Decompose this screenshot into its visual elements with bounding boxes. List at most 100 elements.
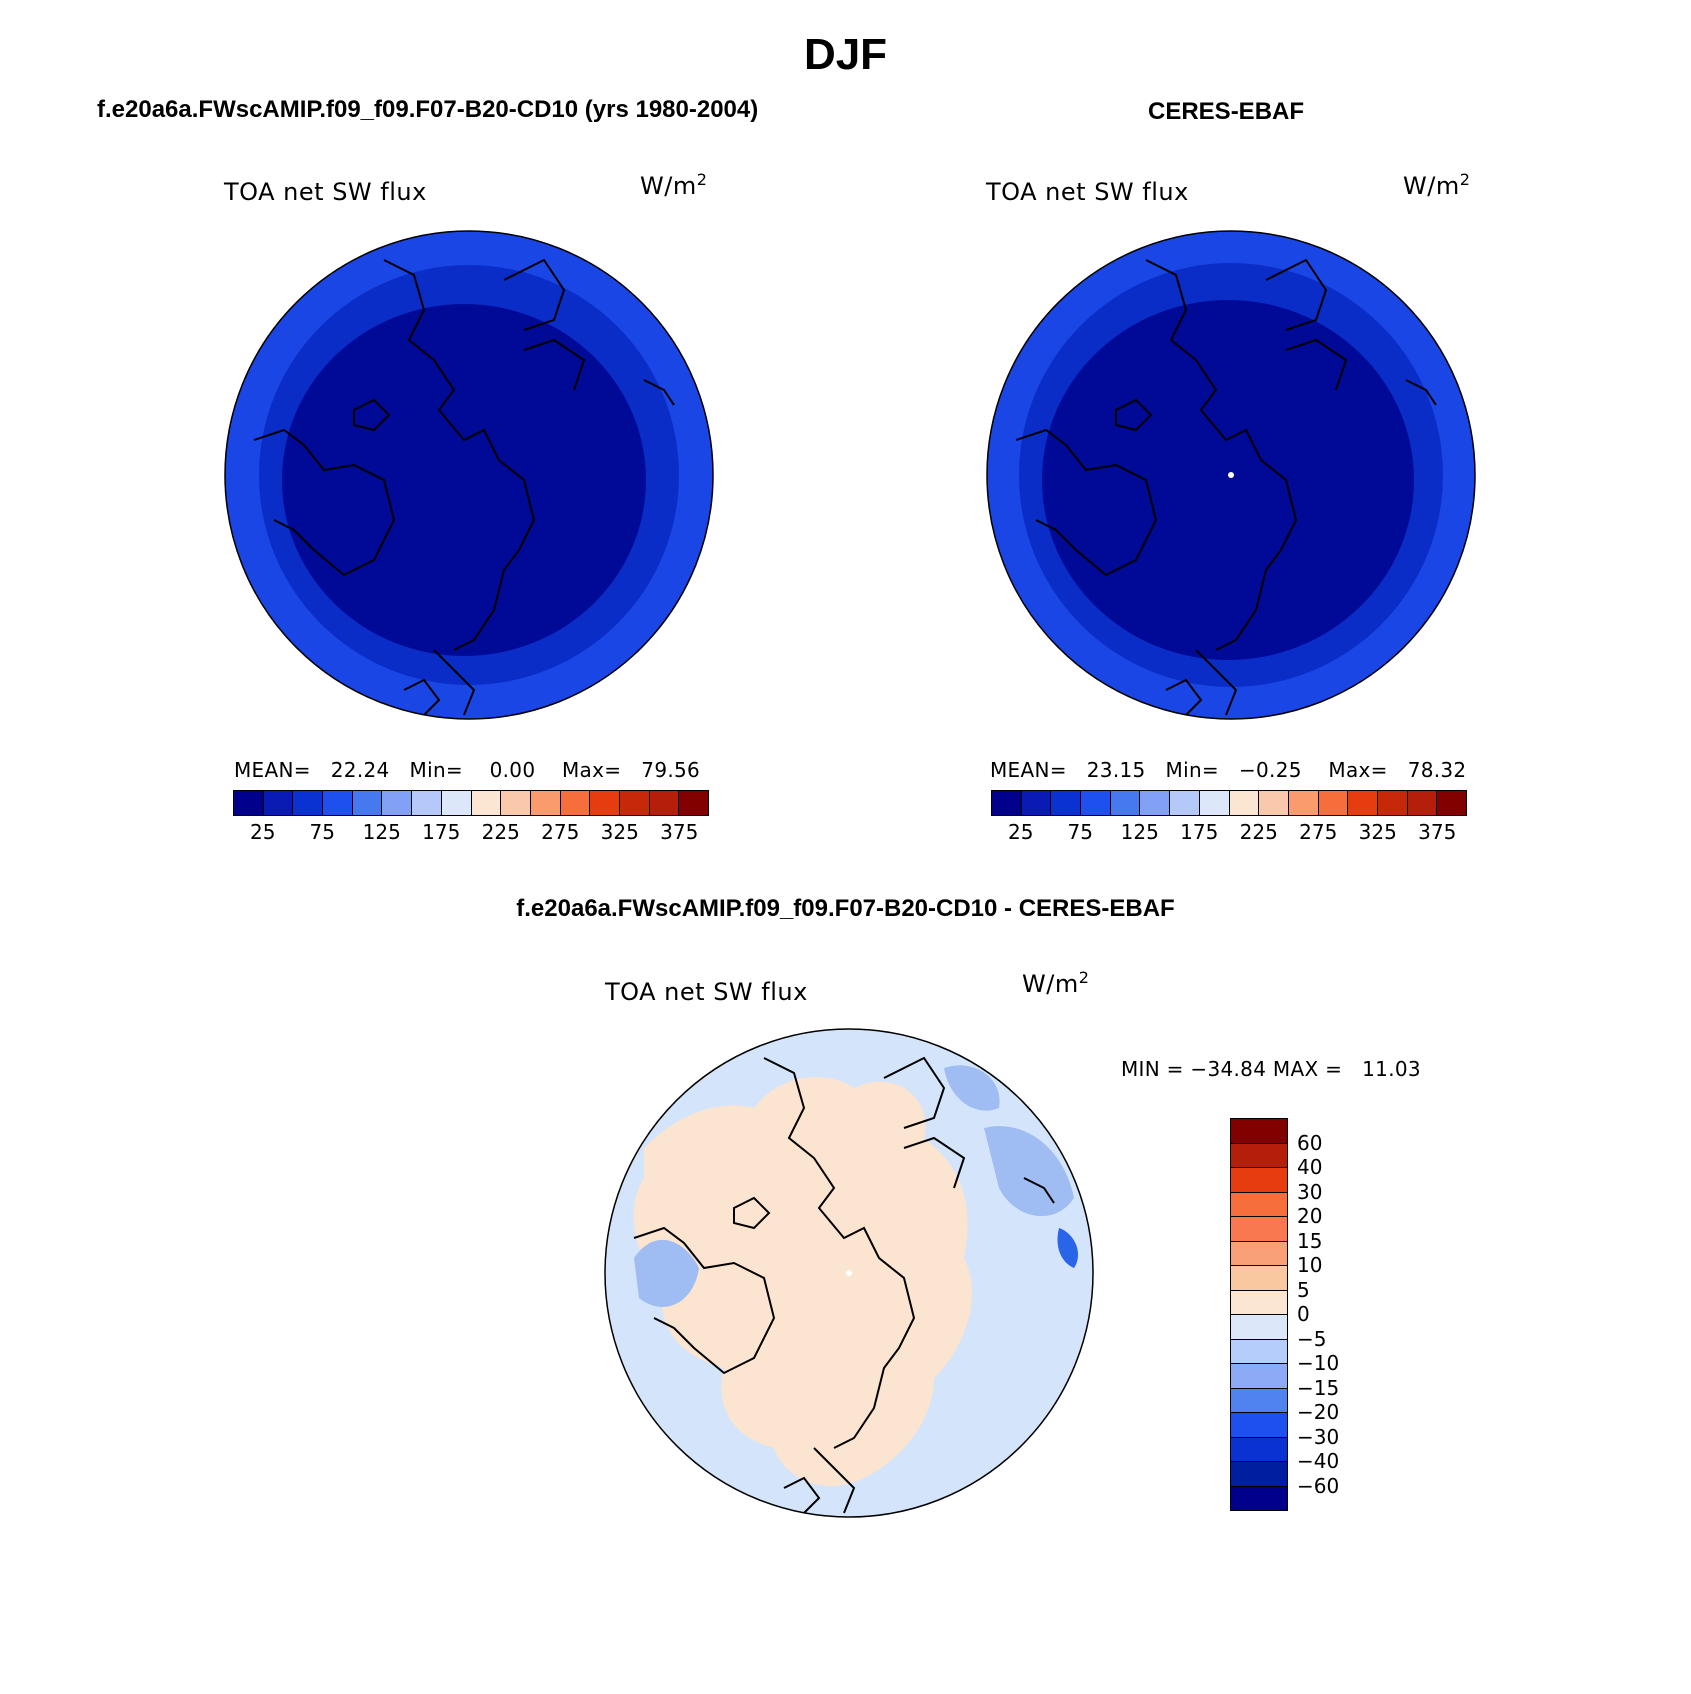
diff-colorbar	[1230, 1118, 1288, 1511]
model-variable-label: TOA net SW flux	[224, 178, 427, 206]
obs-stats: MEAN= 23.15 Min= −0.25 Max= 78.32	[990, 758, 1466, 782]
colorbar-swatch	[1437, 791, 1466, 815]
colorbar-swatch	[1231, 1290, 1287, 1315]
colorbar-swatch	[1231, 1168, 1287, 1193]
obs-units-label: W/m2	[1403, 170, 1471, 200]
colorbar-swatch	[323, 791, 353, 815]
colorbar-tick-label: 25	[250, 820, 276, 844]
colorbar-tick-label: 125	[1120, 820, 1159, 844]
colorbar-swatch	[530, 791, 561, 815]
colorbar-tick-label: 275	[1299, 820, 1338, 844]
colorbar-tick-label: −5	[1297, 1326, 1327, 1351]
colorbar-tick-label: 25	[1008, 820, 1034, 844]
colorbar-swatch	[441, 791, 472, 815]
model-stats: MEAN= 22.24 Min= 0.00 Max= 79.56	[234, 758, 700, 782]
colorbar-swatch	[1231, 1241, 1287, 1266]
colorbar-swatch	[1199, 791, 1230, 815]
model-units-label: W/m2	[640, 170, 708, 200]
diff-stats: MIN = −34.84 MAX = 11.03	[1121, 1057, 1421, 1081]
model-min-value: 0.00	[489, 758, 536, 782]
obs-min-value: −0.25	[1238, 758, 1302, 782]
colorbar-swatch	[1021, 791, 1052, 815]
diff-pole-marker	[846, 1270, 852, 1276]
colorbar-swatch	[1231, 1119, 1287, 1144]
colorbar-swatch	[1259, 791, 1289, 815]
diff-min-value: −34.84	[1190, 1057, 1267, 1081]
diff-anomaly-strong	[1057, 1228, 1079, 1268]
colorbar-swatch	[590, 791, 620, 815]
colorbar-swatch	[501, 791, 531, 815]
colorbar-tick-label: 0	[1297, 1302, 1310, 1326]
colorbar-tick-label: 225	[1239, 820, 1278, 844]
colorbar-tick-label: 125	[362, 820, 401, 844]
colorbar-swatch	[1231, 1315, 1287, 1340]
colorbar-tick-label: 175	[1180, 820, 1219, 844]
obs-colorbar: 25 75 125 175 225 275 325 375	[991, 790, 1467, 844]
colorbar-tick-label: 20	[1297, 1204, 1323, 1228]
obs-flux-band-inner	[1042, 300, 1414, 660]
colorbar-swatch	[1231, 1339, 1287, 1364]
colorbar-swatch	[1231, 1217, 1287, 1242]
colorbar-tick-label: 30	[1297, 1179, 1323, 1204]
colorbar-tick-label: 10	[1297, 1253, 1323, 1277]
diff-max-value: 11.03	[1362, 1057, 1421, 1081]
colorbar-tick-label: 225	[481, 820, 520, 844]
diff-max-label: MAX =	[1272, 1057, 1343, 1081]
model-polar-map	[224, 230, 714, 720]
diff-anomaly-patch-east	[984, 1126, 1074, 1217]
figure-title: DJF	[803, 30, 888, 79]
obs-polar-map	[986, 230, 1476, 720]
colorbar-swatch	[352, 791, 383, 815]
diff-anomaly-patch-west	[634, 1239, 699, 1307]
colorbar-swatch	[560, 791, 591, 815]
colorbar-swatch	[234, 791, 264, 815]
colorbar-swatch	[1318, 791, 1349, 815]
model-panel-header: f.e20a6a.FWscAMIP.f09_f09.F07-B20-CD10 (…	[97, 96, 759, 123]
colorbar-swatch	[1140, 791, 1171, 815]
colorbar-swatch	[412, 791, 442, 815]
colorbar-swatch	[1288, 791, 1319, 815]
colorbar-swatch	[1348, 791, 1378, 815]
colorbar-swatch	[382, 791, 413, 815]
colorbar-tick-label: 75	[1067, 820, 1093, 844]
colorbar-swatch	[1231, 1462, 1287, 1487]
colorbar-swatch	[1231, 1266, 1287, 1291]
colorbar-tick-label: 325	[600, 820, 639, 844]
colorbar-swatch	[679, 791, 708, 815]
colorbar-tick-label: 75	[309, 820, 335, 844]
obs-max-label: Max=	[1328, 758, 1388, 782]
obs-max-value: 78.32	[1407, 758, 1467, 782]
colorbar-swatch	[1231, 1486, 1287, 1510]
obs-panel-header: CERES-EBAF	[1148, 98, 1305, 125]
diff-variable-label: TOA net SW flux	[605, 978, 808, 1006]
obs-pole-marker	[1228, 472, 1234, 478]
colorbar-swatch	[1231, 1192, 1287, 1217]
colorbar-tick-label: 375	[660, 820, 699, 844]
colorbar-swatch	[1051, 791, 1082, 815]
colorbar-swatch	[992, 791, 1022, 815]
colorbar-swatch	[1231, 1413, 1287, 1438]
colorbar-swatch	[1231, 1437, 1287, 1462]
colorbar-swatch	[1081, 791, 1111, 815]
colorbar-swatch	[263, 791, 294, 815]
diff-coastlines	[633, 1056, 1055, 1514]
colorbar-swatch	[1110, 791, 1141, 815]
colorbar-tick-label: −10	[1297, 1351, 1340, 1375]
colorbar-swatch	[619, 791, 650, 815]
colorbar-tick-label: −60	[1297, 1473, 1340, 1498]
model-max-value: 79.56	[641, 758, 701, 782]
model-flux-band-inner	[282, 304, 646, 656]
model-colorbar: 25 75 125 175 225 275 325 375	[233, 790, 709, 844]
colorbar-swatch	[1231, 1364, 1287, 1389]
colorbar-tick-label: 60	[1297, 1130, 1323, 1155]
model-coastlines	[253, 258, 675, 716]
colorbar-tick-label: −40	[1297, 1449, 1340, 1473]
colorbar-tick-label: 325	[1358, 820, 1397, 844]
diff-land-positive	[633, 1076, 973, 1487]
colorbar-tick-label: 275	[541, 820, 580, 844]
colorbar-swatch	[649, 791, 680, 815]
obs-mean-label: MEAN=	[990, 758, 1067, 782]
model-mean-value: 22.24	[330, 758, 390, 782]
obs-mean-value: 23.15	[1086, 758, 1146, 782]
diff-polar-map	[604, 1028, 1094, 1518]
